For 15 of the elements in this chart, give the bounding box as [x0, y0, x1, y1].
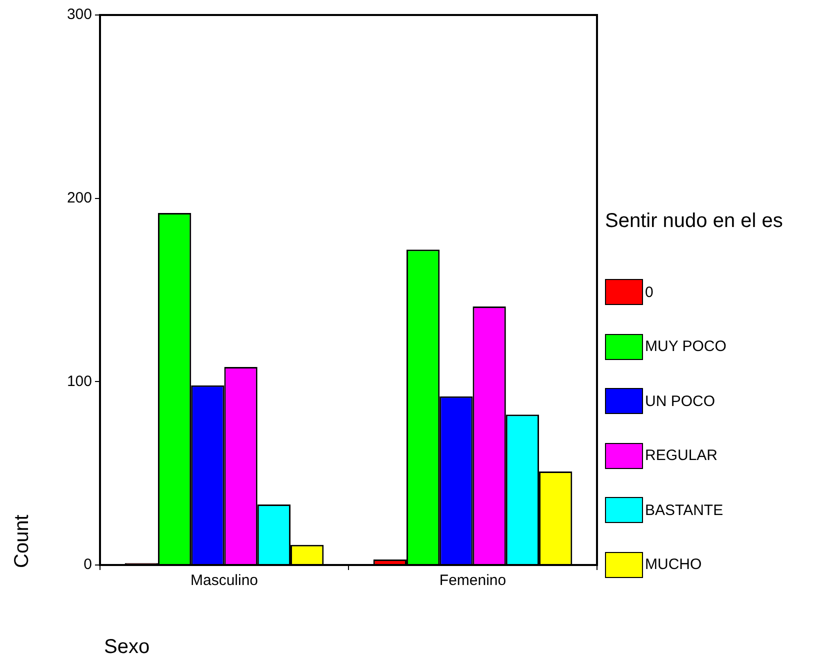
y-tick-label: 0 [84, 556, 92, 574]
legend-label: MUCHO [645, 556, 702, 574]
legend-label: MUY POCO [645, 338, 726, 356]
legend-title: Sentir nudo en el es [605, 210, 784, 233]
x-tick-label: Masculino [190, 572, 258, 590]
y-tick-label: 100 [66, 372, 92, 390]
x-axis-title: Sexo [104, 636, 150, 659]
legend-label: UN POCO [645, 392, 716, 410]
legend-label: REGULAR [645, 447, 718, 464]
y-tick-label: 200 [66, 189, 92, 206]
legend-label: 0 [645, 284, 654, 301]
y-tick-label: 300 [66, 6, 92, 24]
legend-label: BASTANTE [645, 502, 724, 519]
x-tick-label: Femenino [439, 572, 506, 590]
y-axis-title: Count [10, 514, 34, 568]
